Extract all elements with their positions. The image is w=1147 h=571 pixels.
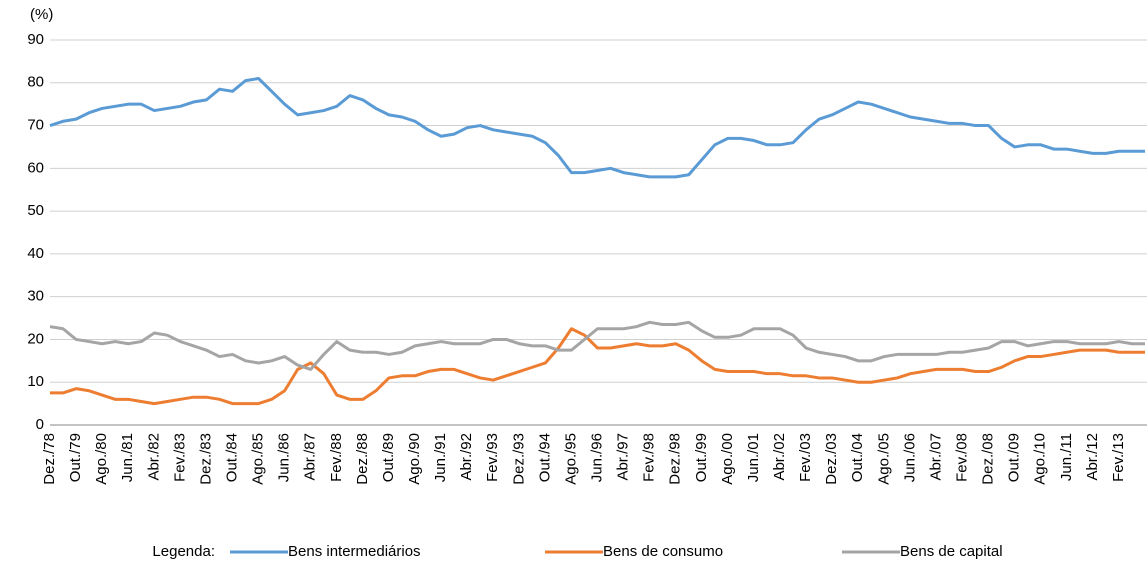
- y-tick-label: 80: [27, 74, 44, 91]
- x-tick-label: Ago./10: [1032, 433, 1049, 485]
- x-tick-label: Jun./81: [119, 433, 136, 482]
- y-tick-label: 50: [27, 202, 44, 219]
- legend-label: Bens intermediários: [288, 543, 421, 560]
- x-tick-label: Dez./93: [510, 433, 527, 485]
- x-tick-label: Abr./12: [1084, 433, 1101, 481]
- x-tick-label: Fev./83: [171, 433, 188, 482]
- x-tick-label: Abr./07: [927, 433, 944, 481]
- y-tick-label: 30: [27, 288, 44, 305]
- x-tick-label: Fev./93: [484, 433, 501, 482]
- x-tick-label: Ago./00: [719, 433, 736, 485]
- x-tick-label: Jun./06: [901, 433, 918, 482]
- x-tick-label: Abr./87: [302, 433, 319, 481]
- y-tick-label: 90: [27, 31, 44, 48]
- x-tick-label: Ago./05: [875, 433, 892, 485]
- x-tick-label: Ago./85: [250, 433, 267, 485]
- x-tick-label: Jun./96: [588, 433, 605, 482]
- x-tick-label: Fev./03: [797, 433, 814, 482]
- series-line: [50, 327, 1145, 406]
- x-tick-label: Abr./82: [145, 433, 162, 481]
- series-line: [49, 320, 1145, 371]
- x-tick-label: Out./99: [693, 433, 710, 482]
- x-tick-label: Fev./08: [953, 433, 970, 482]
- x-tick-label: Dez./08: [980, 433, 997, 485]
- series-line: [49, 77, 1145, 179]
- x-tick-label: Out./89: [380, 433, 397, 482]
- x-tick-label: Ago./80: [93, 433, 110, 485]
- legend-title: Legenda:: [152, 543, 215, 560]
- x-tick-label: Jun./86: [276, 433, 293, 482]
- x-tick-label: Dez./03: [823, 433, 840, 485]
- legend-label: Bens de capital: [900, 543, 1003, 560]
- x-tick-label: Out./79: [67, 433, 84, 482]
- y-tick-label: 0: [36, 416, 44, 433]
- x-tick-label: Abr./02: [771, 433, 788, 481]
- x-tick-label: Ago./90: [406, 433, 423, 485]
- x-tick-label: Out./84: [223, 433, 240, 482]
- y-axis-label: (%): [30, 6, 53, 23]
- x-tick-label: Out./09: [1006, 433, 1023, 482]
- x-tick-label: Out./04: [849, 433, 866, 482]
- x-tick-label: Out./94: [536, 433, 553, 482]
- x-tick-label: Fev./98: [641, 433, 658, 482]
- x-tick-label: Jun./91: [432, 433, 449, 482]
- x-tick-label: Dez./78: [41, 433, 58, 485]
- y-tick-label: 60: [27, 159, 44, 176]
- y-tick-label: 70: [27, 117, 44, 134]
- y-tick-label: 10: [27, 373, 44, 390]
- y-tick-label: 20: [27, 330, 44, 347]
- x-tick-label: Ago./95: [562, 433, 579, 485]
- y-tick-label: 40: [27, 245, 44, 262]
- x-tick-label: Jun./01: [745, 433, 762, 482]
- x-tick-label: Dez./83: [197, 433, 214, 485]
- x-tick-label: Abr./97: [615, 433, 632, 481]
- x-tick-label: Jun./11: [1058, 433, 1075, 481]
- x-tick-label: Fev./13: [1110, 433, 1127, 482]
- x-tick-label: Dez./98: [667, 433, 684, 485]
- x-tick-label: Fev./88: [328, 433, 345, 482]
- x-tick-label: Abr./92: [458, 433, 475, 481]
- legend-label: Bens de consumo: [603, 543, 723, 560]
- x-tick-label: Dez./88: [354, 433, 371, 485]
